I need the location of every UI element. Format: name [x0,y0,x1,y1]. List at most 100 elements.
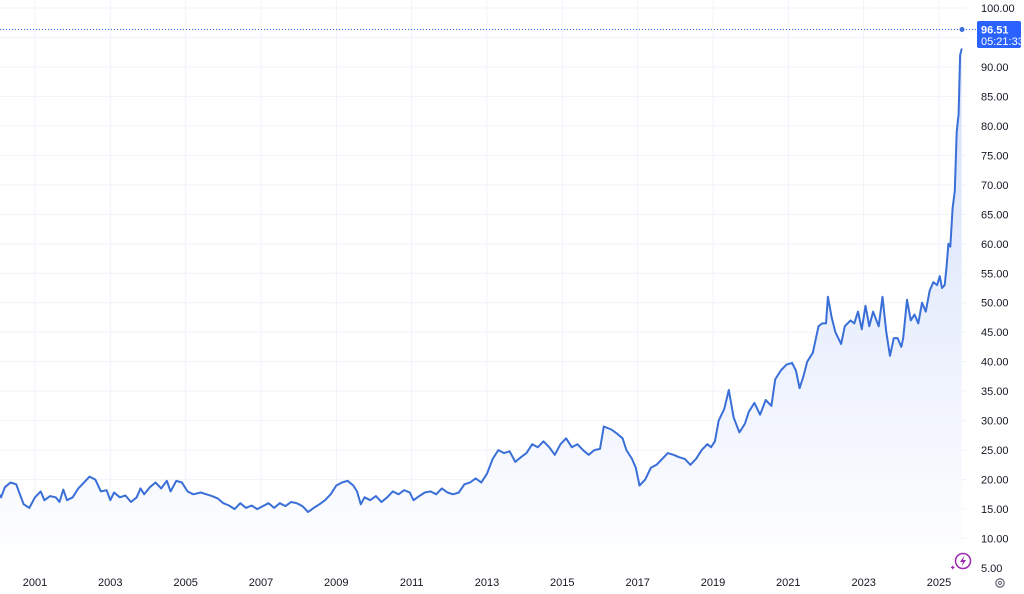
data-point [902,337,904,339]
data-point [936,284,938,286]
data-point [610,428,612,430]
data-point [62,488,64,490]
price-area [0,49,962,570]
data-point [446,491,448,493]
data-point [463,483,465,485]
data-point [113,491,115,493]
data-point [941,287,943,289]
data-point [245,507,247,509]
settings-gear-icon[interactable] [995,578,1005,588]
data-point [130,501,132,503]
data-point [878,325,880,327]
data-point [678,456,680,458]
data-point [718,419,720,421]
y-tick-label: 35.00 [981,386,1009,398]
data-point [748,411,750,413]
data-point [576,443,578,445]
y-tick-label: 25.00 [981,445,1009,457]
data-point [330,493,332,495]
data-point [105,489,107,491]
x-tick-label: 2015 [550,577,574,589]
data-point [34,496,36,498]
data-point [906,299,908,301]
data-point [480,481,482,483]
data-point [307,511,309,513]
x-tick-label: 2011 [400,577,424,589]
data-point [925,310,927,312]
data-point [23,503,25,505]
data-point [849,319,851,321]
y-tick-label: 100.00 [981,3,1015,15]
data-point [542,440,544,442]
data-point [947,243,949,245]
data-point [960,48,962,50]
data-point [791,362,793,364]
data-point [497,449,499,451]
data-point [352,484,354,486]
data-point [418,495,420,497]
data-point [728,389,730,391]
data-point [429,490,431,492]
data-point [795,369,797,371]
y-tick-label: 65.00 [981,209,1009,221]
data-point [753,402,755,404]
data-point [318,503,320,505]
data-point [335,484,337,486]
data-point [94,478,96,480]
time-axis[interactable]: 2001 2003 2005 2007 2009 2011 2013 2015 2017 2019… [23,577,951,589]
last-price-value: 96.51 [981,25,1009,37]
data-point [380,501,382,503]
data-point [571,446,573,448]
data-point [684,458,686,460]
data-point [109,499,111,501]
data-point [817,325,819,327]
data-point [262,505,264,507]
data-point [864,305,866,307]
y-tick-label: 15.00 [981,504,1009,516]
data-point [706,443,708,445]
data-point [945,266,947,268]
data-point [192,493,194,495]
data-point [154,481,156,483]
data-point [301,505,303,507]
data-point [341,481,343,483]
data-point [714,440,716,442]
y-tick-label: 70.00 [981,180,1009,192]
price-axis[interactable]: 5.00 10.00 15.00 20.00 25.00 30.00 35.00 40.00 4… [981,3,1015,575]
price-line[interactable] [0,48,963,513]
data-point [825,322,827,324]
data-point [4,486,6,488]
data-point [593,449,595,451]
data-point [881,296,883,298]
data-point [806,361,808,363]
data-point [228,504,230,506]
data-point [486,473,488,475]
data-point [409,491,411,493]
data-point [827,296,829,298]
data-point [650,467,652,469]
data-point [599,448,601,450]
last-price-badge [977,21,1021,48]
data-point [28,507,30,509]
data-point [701,449,703,451]
x-tick-label: 2009 [324,577,348,589]
data-point [49,495,51,497]
data-point [834,331,836,333]
x-tick-label: 2025 [927,577,951,589]
data-point [83,481,85,483]
data-point [222,502,224,504]
data-point [565,437,567,439]
data-point [514,461,516,463]
data-point [15,483,17,485]
data-point [644,478,646,480]
lightning-icon[interactable] [951,552,972,570]
data-point [200,491,202,493]
data-point [119,496,121,498]
data-point [635,467,637,469]
data-point [868,325,870,327]
data-point [346,480,348,482]
data-point [957,113,959,115]
data-point [503,452,505,454]
